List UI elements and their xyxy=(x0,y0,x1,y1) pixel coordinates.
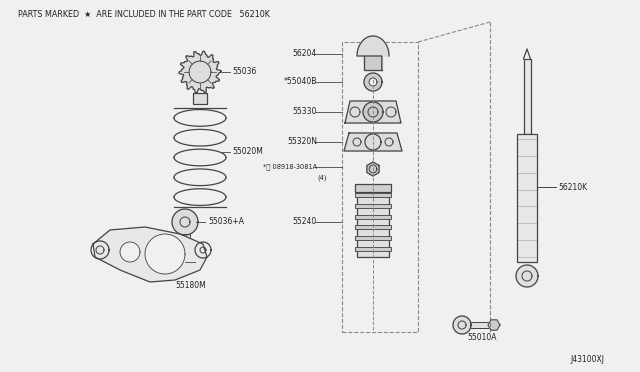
Polygon shape xyxy=(367,162,379,176)
Text: 55240: 55240 xyxy=(292,218,317,227)
Text: 55330: 55330 xyxy=(292,108,317,116)
Text: 55036: 55036 xyxy=(232,67,257,77)
Polygon shape xyxy=(516,265,538,287)
Polygon shape xyxy=(179,51,221,93)
Text: 55320N: 55320N xyxy=(287,138,317,147)
Text: 55180M: 55180M xyxy=(175,282,205,291)
FancyBboxPatch shape xyxy=(355,225,392,230)
FancyBboxPatch shape xyxy=(355,184,390,192)
Polygon shape xyxy=(363,102,383,122)
FancyBboxPatch shape xyxy=(355,247,392,251)
FancyBboxPatch shape xyxy=(470,322,492,328)
Polygon shape xyxy=(93,227,207,282)
Polygon shape xyxy=(488,320,500,330)
Polygon shape xyxy=(344,133,402,151)
Polygon shape xyxy=(172,209,198,235)
FancyBboxPatch shape xyxy=(524,59,531,134)
Polygon shape xyxy=(369,78,377,86)
Polygon shape xyxy=(364,73,382,91)
FancyBboxPatch shape xyxy=(355,215,392,219)
Text: *55040B: *55040B xyxy=(284,77,317,87)
Polygon shape xyxy=(453,316,471,334)
Polygon shape xyxy=(120,242,140,262)
Text: (4): (4) xyxy=(317,175,327,181)
Polygon shape xyxy=(145,234,185,274)
Text: *Ⓝ 08918-3081A: *Ⓝ 08918-3081A xyxy=(263,164,317,170)
Polygon shape xyxy=(357,36,389,56)
Text: PARTS MARKED  ★  ARE INCLUDED IN THE PART CODE   56210K: PARTS MARKED ★ ARE INCLUDED IN THE PART … xyxy=(18,10,270,19)
Text: 55020M: 55020M xyxy=(232,148,263,157)
FancyBboxPatch shape xyxy=(180,234,190,240)
Polygon shape xyxy=(364,56,382,70)
Text: J43100XJ: J43100XJ xyxy=(570,356,604,365)
FancyBboxPatch shape xyxy=(517,134,537,262)
FancyBboxPatch shape xyxy=(355,193,392,197)
Text: 55010A: 55010A xyxy=(467,333,497,341)
Polygon shape xyxy=(345,101,401,123)
FancyBboxPatch shape xyxy=(193,93,207,103)
Text: 56204: 56204 xyxy=(292,49,317,58)
Text: 55036+A: 55036+A xyxy=(208,218,244,227)
FancyBboxPatch shape xyxy=(355,236,392,240)
FancyBboxPatch shape xyxy=(357,187,389,257)
Text: 56210K: 56210K xyxy=(558,183,587,192)
FancyBboxPatch shape xyxy=(355,204,392,208)
